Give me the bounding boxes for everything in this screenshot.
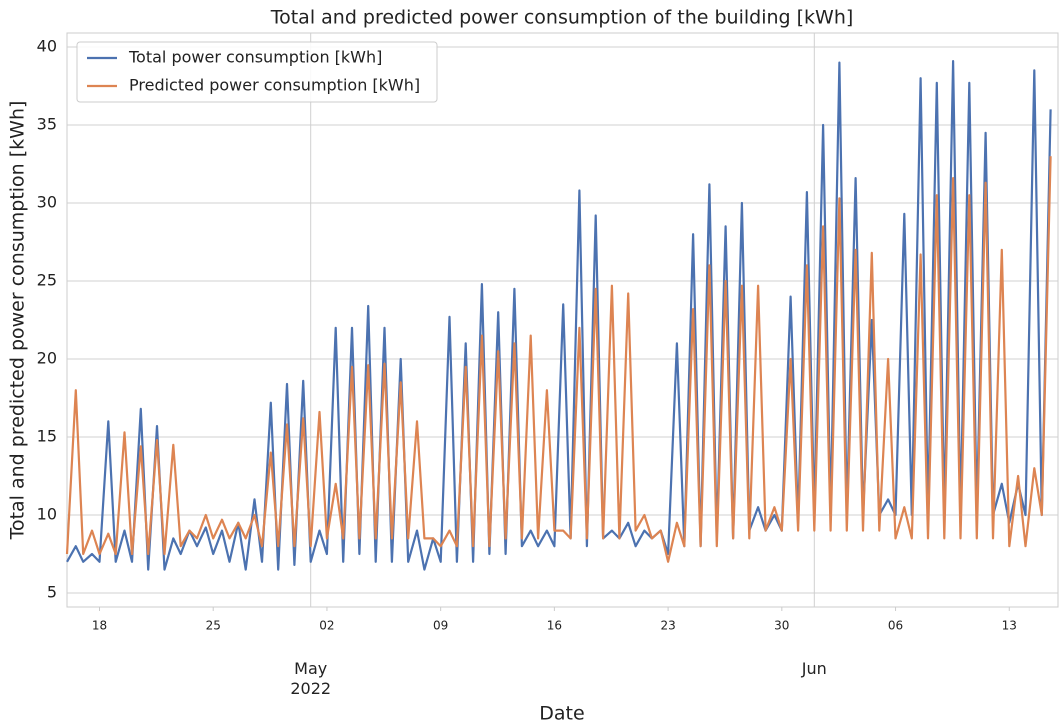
x-tick-label: 13 [1002,619,1017,633]
legend-label: Total power consumption [kWh] [128,48,382,67]
x-tick-label: 16 [547,619,562,633]
series-line [65,156,1052,563]
legend-label: Predicted power consumption [kWh] [129,76,420,95]
y-axis-label: Total and predicted power consumption [k… [7,101,29,541]
x-tick-label: 02 [319,619,334,633]
x-tick-label: 06 [888,619,903,633]
y-tick-label: 40 [37,37,57,56]
y-tick-label: 5 [47,582,57,601]
x-axis-label: Date [539,703,584,725]
y-tick-label: 25 [37,271,57,290]
legend-box [76,41,438,103]
chart-title: Total and predicted power consumption of… [270,7,854,29]
y-tick-label: 20 [37,348,57,367]
x-tick-label: 25 [206,619,221,633]
y-tick-label: 10 [37,504,57,523]
y-tick-label: 30 [37,193,57,212]
y-tick-label: 15 [37,426,57,445]
x-major-tick-label: May 2022 [290,659,332,698]
x-tick-label: 30 [774,619,789,633]
series-line [66,60,1052,571]
x-tick-label: 18 [92,619,107,633]
x-tick-label: 09 [433,619,448,633]
y-tick-label: 35 [37,115,57,134]
x-major-tick-label: Jun [801,659,827,678]
x-tick-label: 23 [660,619,675,633]
legend: Total power consumption [kWh] Predicted p… [76,41,438,103]
